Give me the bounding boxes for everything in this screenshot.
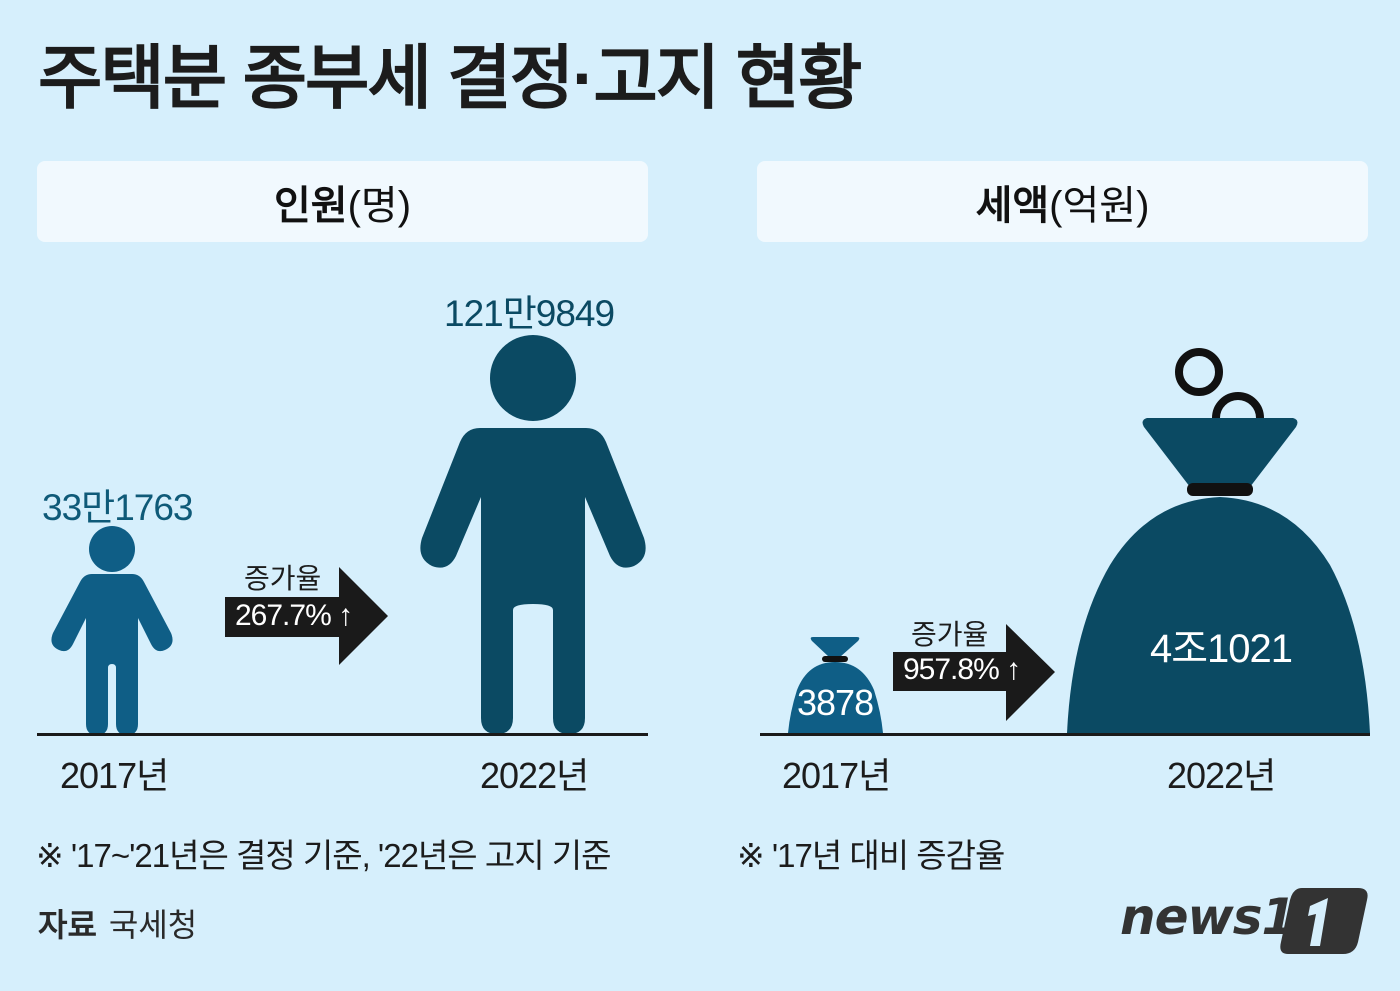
- panel-header-amount-unit: (억원): [1049, 183, 1150, 228]
- year-amount-2022: 2022년: [1167, 755, 1276, 796]
- value-amount-2017: 3878: [797, 682, 874, 723]
- year-people-2017: 2017년: [60, 755, 169, 796]
- panel-header-amount-main: 세액: [975, 183, 1050, 228]
- rate-value-people: 267.7% ↑: [235, 599, 353, 632]
- arrow-icon-amount: [893, 624, 1055, 721]
- source-label: 자료: [38, 907, 97, 943]
- panel-header-people-main: 인원: [273, 183, 348, 228]
- logo-one-icon: [1280, 888, 1368, 954]
- panel-header-people: 인원 (명): [37, 161, 648, 242]
- arrow-icon-people: [225, 567, 388, 665]
- rate-label-people: 증가율: [244, 563, 322, 594]
- year-amount-2017: 2017년: [782, 755, 891, 796]
- rate-value-amount: 957.8% ↑: [903, 653, 1021, 686]
- panel-header-people-unit: (명): [347, 183, 412, 228]
- source-credit: 자료 국세청: [38, 900, 197, 946]
- money-bag-icon-2022: [1067, 348, 1370, 733]
- logo-text: news1: [1120, 888, 1296, 946]
- note-left: ※ '17~'21년은 결정 기준, '22년은 고지 기준: [36, 837, 611, 874]
- rate-label-amount: 증가율: [911, 619, 989, 650]
- baseline-amount: [760, 733, 1370, 736]
- panel-header-amount: 세액 (억원): [757, 161, 1368, 242]
- news1-logo: news1: [1120, 884, 1370, 954]
- baseline-people: [37, 733, 648, 736]
- note-right: ※ '17년 대비 증감율: [737, 837, 1005, 874]
- money-bag-icon-2017: [788, 637, 883, 733]
- source-value: 국세청: [108, 907, 198, 943]
- person-icon-2017: [51, 526, 173, 735]
- value-people-2022: 121만9849: [444, 293, 615, 334]
- person-icon-2022: [420, 335, 646, 734]
- year-people-2022: 2022년: [480, 755, 589, 796]
- value-people-2017: 33만1763: [42, 487, 194, 528]
- value-amount-2022: 4조1021: [1150, 627, 1293, 671]
- page-title: 주택분 종부세 결정·고지 현황: [38, 39, 862, 117]
